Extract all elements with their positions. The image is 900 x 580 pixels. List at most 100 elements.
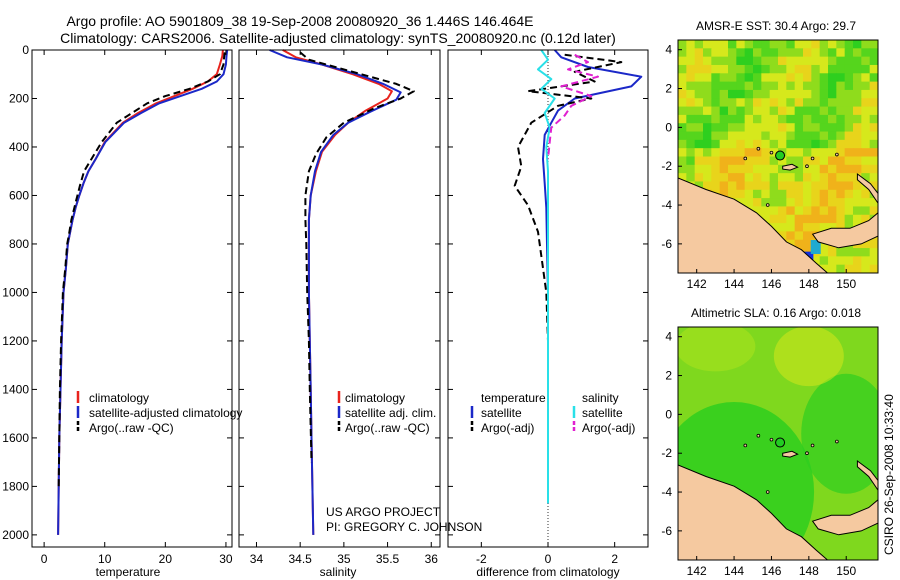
x-tick-label: 34.5 <box>288 552 312 566</box>
legend-label-temp-satellite: satellite <box>481 406 522 420</box>
islet <box>743 156 748 161</box>
series-line-salinity-argo-adj <box>547 53 599 160</box>
pi-label: PI: GREGORY C. JOHNSON <box>326 520 482 534</box>
land-mass <box>678 464 829 560</box>
map-field <box>678 327 878 560</box>
y-tick-label: -4 <box>661 485 672 499</box>
x-tick-label: 10 <box>98 552 112 566</box>
islet <box>835 152 839 157</box>
x-tick-label: 35.5 <box>376 552 400 566</box>
legend-label-climatology: climatology <box>89 391 149 405</box>
x-tick-label: 0 <box>41 552 48 566</box>
x-tick-label: 146 <box>761 277 781 291</box>
salinity-panel: 34 34.5 35 35.5 36 salinity climatology sate… <box>238 49 482 579</box>
y-tick-label: 2 <box>665 82 672 96</box>
y-tick-label: 0 <box>665 407 672 421</box>
plot-frame <box>31 49 233 548</box>
y-tick-label: 0 <box>22 43 29 57</box>
x-tick-label: 150 <box>836 277 856 291</box>
islet <box>769 437 774 442</box>
islet <box>810 443 815 448</box>
islet <box>756 433 761 438</box>
map-field <box>678 40 878 273</box>
legend-label-argo: Argo(..raw -QC) <box>345 421 430 435</box>
temperature-xlabel: temperature <box>96 565 161 579</box>
y-tick-label: -6 <box>661 237 672 251</box>
series-line-climatology <box>57 49 224 535</box>
islet <box>835 439 839 444</box>
y-tick-label: 1600 <box>2 431 29 445</box>
legend-label-sal-satellite: satellite <box>582 406 623 420</box>
x-tick-label: 35 <box>337 552 351 566</box>
y-tick-label: 200 <box>9 91 29 105</box>
difference-legend: temperature satellite Argo(-adj) salinit… <box>470 391 635 435</box>
x-tick-label: -2 <box>476 552 487 566</box>
legend-label-climatology: climatology <box>345 391 405 405</box>
legend-header-temperature: temperature <box>481 391 546 405</box>
legend-header-salinity: salinity <box>582 391 619 405</box>
x-tick-label: 142 <box>687 564 707 578</box>
island <box>856 460 878 491</box>
legend-label-temp-argo: Argo(-adj) <box>481 421 534 435</box>
sla-map-panel: Altimetric SLA: 0.16 Argo: 0.018 142 144 1… <box>661 306 879 578</box>
series-line-temperature-satellite <box>542 49 643 504</box>
argo-float-marker <box>775 437 786 448</box>
timestamp-label: CSIRO 26-Sep-2008 10:33:40 <box>882 394 896 555</box>
island <box>811 499 878 536</box>
series-line-satellite-adjusted-climatology <box>57 49 229 535</box>
sst-map-title: AMSR-E SST: 30.4 Argo: 29.7 <box>696 19 856 33</box>
y-tick-label: -2 <box>661 159 672 173</box>
x-tick-label: 20 <box>159 552 173 566</box>
x-tick-label: 30 <box>219 552 233 566</box>
y-tick-label: -4 <box>661 198 672 212</box>
sst-map-panel: AMSR-E SST: 30.4 Argo: 29.7 142 144 146 148… <box>661 19 879 291</box>
figure-title-line1: Argo profile: AO 5901809_38 19-Sep-2008 … <box>66 13 533 29</box>
island <box>782 163 799 171</box>
y-tick-label: 1000 <box>2 285 29 299</box>
map-frame <box>677 39 879 274</box>
islet <box>810 156 815 161</box>
figure-title-line2: Climatology: CARS2006. Satellite-adjuste… <box>60 30 616 46</box>
salinity-xlabel: salinity <box>320 565 357 579</box>
series-line-argo-raw-qc <box>299 51 415 463</box>
legend-label-satellite: satellite adj. clim. <box>345 406 436 420</box>
legend-label-argo: Argo(..raw -QC) <box>89 421 174 435</box>
series-line-argo-raw-qc <box>57 52 226 487</box>
argo-float-marker <box>775 150 786 161</box>
x-tick-label: 2 <box>611 552 618 566</box>
plot-frame <box>238 49 441 548</box>
islet <box>743 443 748 448</box>
x-tick-label: 144 <box>724 564 744 578</box>
temperature-legend: climatology satellite-adjusted climatolo… <box>76 391 242 435</box>
series-line-satellite-adj-clim <box>269 49 402 535</box>
y-tick-label: 800 <box>9 237 29 251</box>
islet <box>769 150 774 155</box>
x-tick-label: 0 <box>545 552 552 566</box>
islet <box>805 451 809 456</box>
y-tick-label: 0 <box>665 120 672 134</box>
y-tick-label: 1400 <box>2 382 29 396</box>
y-tick-label: -2 <box>661 446 672 460</box>
y-tick-label: 600 <box>9 188 29 202</box>
island <box>856 173 878 204</box>
project-label: US ARGO PROJECT <box>326 505 441 519</box>
x-tick-label: 148 <box>799 277 819 291</box>
sla-map-title: Altimetric SLA: 0.16 Argo: 0.018 <box>691 306 861 320</box>
salinity-legend: climatology satellite adj. clim. Argo(..… <box>337 391 436 435</box>
legend-label-sal-argo: Argo(-adj) <box>582 421 635 435</box>
y-tick-label: 4 <box>665 330 672 344</box>
x-tick-label: 142 <box>687 277 707 291</box>
y-tick-label: 2000 <box>2 528 29 542</box>
series-line-climatology <box>282 49 393 535</box>
y-tick-label: 400 <box>9 140 29 154</box>
x-tick-label: 144 <box>724 277 744 291</box>
legend-label-satellite: satellite-adjusted climatology <box>89 406 242 420</box>
x-tick-label: 146 <box>761 564 781 578</box>
y-tick-label: -6 <box>661 524 672 538</box>
island <box>811 212 878 249</box>
y-tick-label: 1800 <box>2 479 29 493</box>
temperature-panel: 0 10 20 30 0 200 400 600 800 1000 1200 1400 1600 1800… <box>2 43 242 579</box>
islet <box>756 146 761 151</box>
difference-xlabel: difference from climatology <box>476 565 619 579</box>
